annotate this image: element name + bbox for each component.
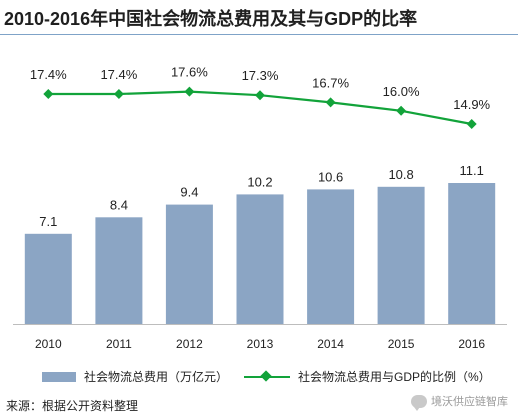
legend: 社会物流总费用（万亿元） 社会物流总费用与GDP的比例（%） [0,368,518,388]
x-tick-2012: 2012 [176,337,203,351]
ratio-marker-2013 [255,90,265,101]
ratio-marker-2016 [466,119,477,129]
legend-line-swatch [244,369,290,383]
legend-item-bar: 社会物流总费用（万亿元） [42,368,228,385]
x-axis-tick-labels: 2010 2011 2012 2013 2014 2015 2016 [35,337,485,351]
bar-label-2015: 10.8 [388,167,413,182]
ratio-label-2014: 16.7% [312,75,349,90]
x-tick-2016: 2016 [458,337,485,351]
ratio-label-2015: 16.0% [383,84,420,99]
bar-2016 [448,183,496,324]
legend-line-label: 社会物流总费用与GDP的比例（%） [298,370,491,384]
watermark: 境沃供应链智库 [411,393,508,411]
ratio-marker-2012 [184,86,195,97]
bar-2014 [307,189,355,324]
ratio-marker-2015 [396,105,407,116]
bar-2011 [95,217,143,324]
bar-value-labels: 7.1 8.4 9.4 10.2 10.6 10.8 11.1 [39,163,484,229]
x-tick-2015: 2015 [388,337,415,351]
legend-bar-label: 社会物流总费用（万亿元） [84,370,229,384]
x-tick-2011: 2011 [106,337,132,351]
ratio-label-2016: 14.9% [453,97,490,112]
bar-label-2010: 7.1 [39,214,57,229]
bar-label-2014: 10.6 [318,169,343,184]
bar-label-2016: 11.1 [460,163,484,178]
bar-2012 [165,204,213,324]
watermark-text: 境沃供应链智库 [431,396,508,408]
bar-2010 [24,233,72,324]
ratio-marker-2011 [113,89,124,99]
chart-title: 2010-2016年中国社会物流总费用及其与GDP的比率 [4,9,418,29]
bar-series [24,183,496,324]
bar-label-2011: 8.4 [110,197,128,212]
bar-2015 [377,186,425,324]
bar-label-2012: 9.4 [180,185,198,200]
ratio-marker-2014 [325,97,336,108]
x-tick-2013: 2013 [247,337,274,351]
ratio-label-2013: 17.3% [242,68,279,83]
ratio-label-2010: 17.4% [30,67,67,82]
title-divider [0,34,518,35]
legend-item-line: 社会物流总费用与GDP的比例（%） [244,368,491,385]
ratio-marker-2010 [43,89,54,99]
ratio-label-2012: 17.6% [171,65,208,80]
ratio-label-2011: 17.4% [100,67,137,82]
bar-label-2013: 10.2 [247,174,272,189]
bar-2013 [236,194,284,324]
ratio-value-labels: 17.4% 17.4% 17.6% 17.3% 16.7% 16.0% 14.9% [30,65,491,112]
x-tick-2010: 2010 [35,337,62,351]
legend-bar-swatch [42,371,76,382]
source-note: 来源：根据公开资料整理 [6,399,139,413]
x-tick-2014: 2014 [317,337,344,351]
ratio-line-series [43,86,477,129]
chat-bubble-icon [411,394,427,411]
